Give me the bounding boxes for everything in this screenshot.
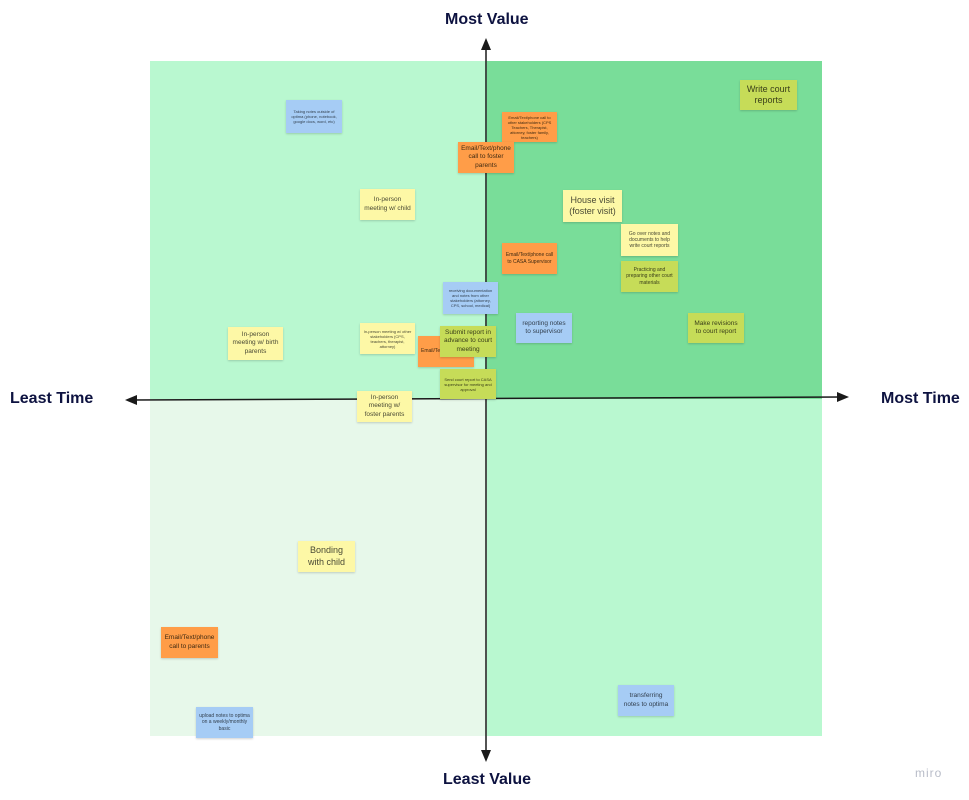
arrow-right-icon [837, 392, 849, 402]
sticky-note-in-person-foster-parents[interactable]: In-person meeting w/ foster parents [357, 391, 412, 422]
sticky-note-submit-report[interactable]: Submit report in advance to court meetin… [440, 326, 496, 357]
axis-label-most-time: Most Time [881, 390, 960, 407]
sticky-note-email-casa-supervisor[interactable]: Email/Text/phone call to CASA Supervisor [502, 243, 557, 274]
sticky-note-email-parents[interactable]: Email/Text/phone call to parents [161, 627, 218, 658]
quadrant-bottom-right [487, 399, 822, 736]
sticky-note-reporting-notes[interactable]: reporting notes to supervisor [516, 313, 572, 343]
arrow-up-icon [481, 38, 491, 50]
sticky-note-upload-notes[interactable]: upload notes to optima on a weekly/month… [196, 707, 253, 738]
sticky-note-make-revisions[interactable]: Make revisions to court report [688, 313, 744, 343]
sticky-note-house-visit[interactable]: House visit (foster visit) [563, 190, 622, 222]
sticky-note-email-stakeholders[interactable]: Email/Text/phone call to other stakehold… [502, 112, 557, 142]
miro-watermark: miro [915, 766, 943, 780]
sticky-note-in-person-birth-parents[interactable]: In-person meeting w/ birth parents [228, 327, 283, 360]
axis-label-least-time: Least Time [10, 390, 94, 407]
sticky-note-write-court-reports[interactable]: Write court reports [740, 80, 797, 110]
sticky-note-receiving-documentation[interactable]: receiving documentation and notes from o… [443, 282, 498, 314]
sticky-note-bonding-with-child[interactable]: Bonding with child [298, 541, 355, 572]
sticky-note-in-person-stakeholders[interactable]: In-person meeting w/ other stakeholders … [360, 323, 415, 354]
axis-label-least-value: Least Value [443, 771, 532, 788]
sticky-note-email-foster-parents[interactable]: Email/Text/phone call to foster parents [458, 142, 514, 173]
sticky-note-in-person-child[interactable]: In-person meeting w/ child [360, 189, 415, 220]
sticky-note-practicing-preparing[interactable]: Practicing and preparing other court mat… [621, 261, 678, 292]
arrow-down-icon [481, 750, 491, 762]
axis-label-most-value: Most Value [445, 11, 529, 28]
arrow-left-icon [125, 395, 137, 405]
sticky-note-send-court-report[interactable]: Send court report to CASA supervisor for… [440, 369, 496, 399]
sticky-note-transferring-notes[interactable]: transferring notes to optima [618, 685, 674, 716]
sticky-note-taking-notes-outside[interactable]: Taking notes outside of optima (phone, n… [286, 100, 342, 133]
sticky-note-go-over-notes[interactable]: Go over notes and documents to help writ… [621, 224, 678, 256]
